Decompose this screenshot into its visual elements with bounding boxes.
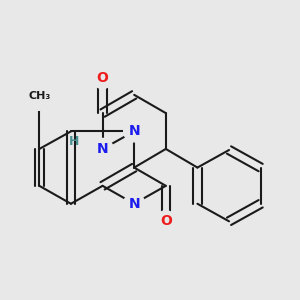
Text: N: N: [97, 142, 108, 156]
Circle shape: [124, 121, 145, 142]
Text: H: H: [69, 135, 79, 148]
Circle shape: [124, 193, 145, 214]
Circle shape: [25, 81, 54, 110]
Text: O: O: [160, 214, 172, 228]
Text: N: N: [128, 124, 140, 138]
Circle shape: [92, 138, 113, 160]
Circle shape: [155, 211, 176, 232]
Text: N: N: [128, 197, 140, 211]
Text: O: O: [97, 71, 109, 85]
Text: CH₃: CH₃: [28, 91, 50, 100]
Circle shape: [92, 68, 113, 88]
